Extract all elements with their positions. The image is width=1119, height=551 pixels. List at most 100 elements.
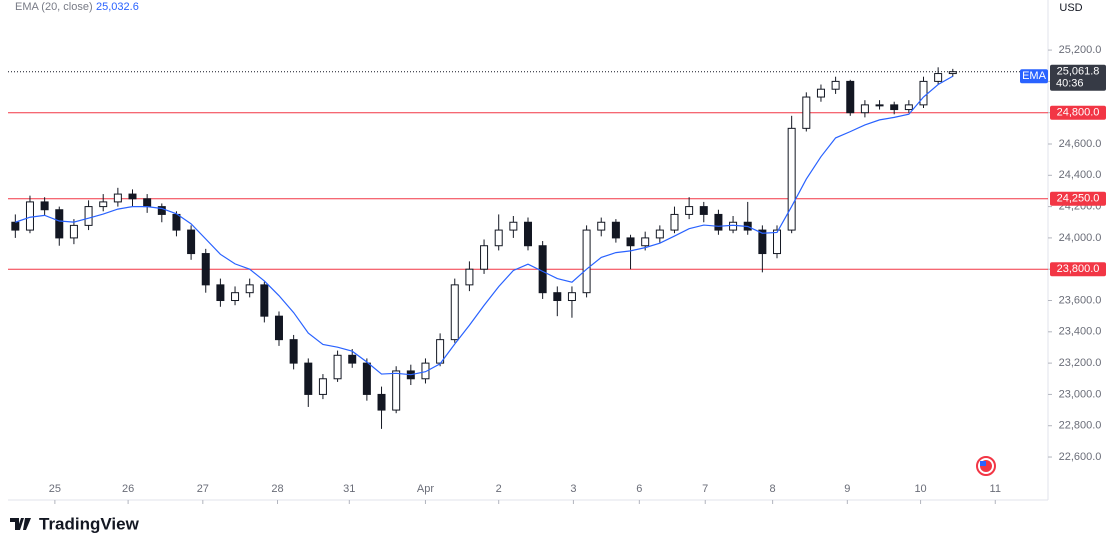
x-tick-label: 2 <box>496 483 502 495</box>
candle-body <box>55 209 64 239</box>
level-tag <box>1050 105 1106 120</box>
candle-body <box>670 213 679 231</box>
indicator-legend-name: EMA (20, close) <box>15 1 93 13</box>
brand-name: TradingView <box>39 514 140 533</box>
y-tick-label: 23,000.0 <box>1059 388 1102 400</box>
x-tick-label: 7 <box>702 483 708 495</box>
x-tick-label: 11 <box>990 483 1001 495</box>
candle-body <box>231 292 240 302</box>
candle-body <box>948 71 957 75</box>
y-tick-label: 22,800.0 <box>1059 420 1102 432</box>
candle-body <box>274 315 283 341</box>
x-tick-label: 31 <box>343 483 355 495</box>
candle-body <box>890 104 899 111</box>
candle-body <box>113 193 122 203</box>
x-tick-label: 27 <box>197 483 209 495</box>
currency-label: USD <box>1059 2 1082 14</box>
candle-body <box>201 253 210 286</box>
candle-body <box>787 127 796 231</box>
candle-body <box>919 80 928 106</box>
candle-body <box>128 193 137 200</box>
y-tick-label: 24,600.0 <box>1059 138 1102 150</box>
candle-body <box>802 96 811 129</box>
x-tick-label: 28 <box>271 483 283 495</box>
x-tick-label: 3 <box>570 483 576 495</box>
brand-logo <box>10 518 31 530</box>
candle-body <box>904 104 913 111</box>
candle-body <box>773 229 782 255</box>
y-tick-label: 25,200.0 <box>1059 44 1102 56</box>
last-price-tag <box>1050 64 1106 91</box>
candle-body <box>934 73 943 82</box>
candle-body <box>846 80 855 114</box>
candle-body <box>875 104 884 107</box>
candle-body <box>567 292 576 302</box>
candle-body <box>377 393 386 411</box>
candle-body <box>611 221 620 239</box>
x-tick-label: 10 <box>914 483 926 495</box>
candle-body <box>758 229 767 255</box>
level-tag-label: 24,250.0 <box>1057 193 1100 205</box>
y-tick-label: 24,000.0 <box>1059 232 1102 244</box>
candle-body <box>831 80 840 90</box>
candle-body <box>157 206 166 215</box>
x-tick-label: 6 <box>636 483 642 495</box>
x-tick-label: Apr <box>417 483 434 495</box>
ema-name-tag <box>1020 69 1048 84</box>
candle-body <box>40 201 49 211</box>
candle-body <box>538 245 547 294</box>
x-tick-label: 26 <box>122 483 134 495</box>
x-tick-label: 25 <box>49 483 61 495</box>
candle-body <box>187 229 196 255</box>
ema-line <box>15 75 954 376</box>
candle-body <box>304 362 313 395</box>
x-tick-label: 8 <box>770 483 776 495</box>
candle-body <box>143 198 152 208</box>
candle-body <box>465 268 474 286</box>
candle-body <box>480 245 489 270</box>
level-tag-label: 23,800.0 <box>1057 263 1100 275</box>
candle-body <box>421 362 430 380</box>
candle-body <box>655 229 664 239</box>
candle-body <box>524 221 532 247</box>
y-tick-label: 23,200.0 <box>1059 357 1102 369</box>
y-tick-label: 23,600.0 <box>1059 294 1102 306</box>
level-tag <box>1050 262 1106 277</box>
candle-body <box>260 284 269 317</box>
candle-body <box>348 354 357 364</box>
candle-body <box>333 354 342 380</box>
candle-body <box>699 206 708 215</box>
candle-body <box>729 221 738 231</box>
y-tick-label: 23,400.0 <box>1059 326 1102 338</box>
candle-body <box>714 213 723 231</box>
candle-body <box>216 284 225 302</box>
candle-body <box>582 229 591 294</box>
candle-body <box>494 229 503 247</box>
candle-body <box>641 237 650 247</box>
level-tag-label: 24,800.0 <box>1057 107 1100 119</box>
candle-body <box>685 206 694 215</box>
countdown-label: 40:36 <box>1056 78 1084 90</box>
candle-body <box>509 221 518 231</box>
y-tick-label: 22,600.0 <box>1059 451 1102 463</box>
candle-body <box>172 213 181 231</box>
candle-body <box>816 88 825 98</box>
candle-body <box>11 221 20 231</box>
y-tick-label: 24,400.0 <box>1059 169 1102 181</box>
candle-body <box>597 221 606 231</box>
x-tick-label: 9 <box>844 483 850 495</box>
indicator-legend-value: 25,032.6 <box>96 1 139 13</box>
candle-body <box>553 292 562 302</box>
candle-body <box>318 378 327 395</box>
candle-body <box>69 224 78 239</box>
candle-body <box>245 284 254 294</box>
plot: 22,600.0 22,800.0 23,000.0 23,200.0 23,400.0… <box>8 44 1106 504</box>
candle-body <box>626 237 635 247</box>
candle-body <box>450 284 459 341</box>
candle-body <box>84 206 93 226</box>
candle-body <box>25 201 34 231</box>
candle-body <box>860 104 869 114</box>
